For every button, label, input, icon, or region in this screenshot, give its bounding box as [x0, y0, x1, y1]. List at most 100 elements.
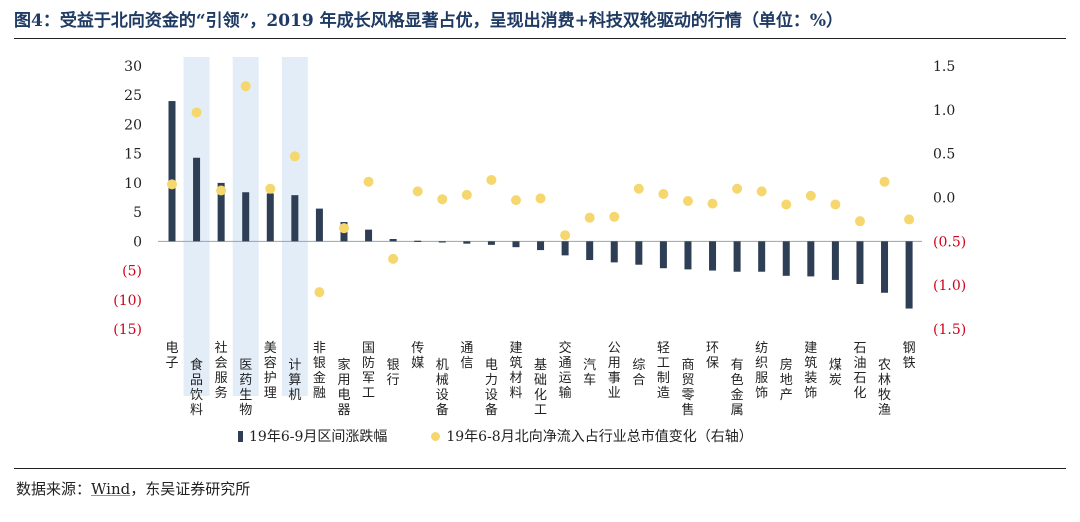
dot: [461, 189, 472, 200]
source-rule: [14, 468, 1066, 469]
bar: [217, 182, 225, 242]
bar: [758, 241, 766, 272]
right-tick-label: 1.0: [933, 103, 955, 119]
dot: [560, 230, 571, 241]
title-rule: [14, 38, 1066, 39]
category-label: 计算机: [288, 358, 301, 403]
bar: [414, 240, 422, 242]
legend-bar-swatch: [238, 430, 243, 442]
bar: [487, 241, 495, 245]
right-axis-ticks: 1.5 1.0 0.5 0.0 (0.5) (1.0) (1.5): [933, 59, 966, 338]
bar: [537, 241, 545, 251]
bar: [659, 241, 667, 269]
dot: [388, 253, 399, 264]
category-label: 通信: [460, 341, 473, 371]
bar: [709, 241, 717, 271]
category-label: 石油石化: [853, 341, 866, 401]
dot: [486, 174, 497, 185]
category-label: 美容护理: [264, 341, 277, 401]
category-label: 国防军工: [362, 341, 375, 401]
bar: [438, 241, 446, 243]
category-label: 商贸零售: [681, 358, 694, 418]
source-link-wind[interactable]: Wind: [91, 480, 131, 498]
figure-title: 图4：受益于北向资金的“引领”，2019 年成长风格显著占优，呈现出消费+科技双…: [14, 11, 844, 31]
dot: [805, 190, 816, 201]
category-label: 传媒: [411, 341, 424, 371]
bar: [635, 241, 643, 265]
bar: [365, 229, 373, 242]
bar: [193, 157, 201, 242]
bar: [512, 241, 520, 248]
legend: 19年6-9月区间涨跌幅 19年6-8月北向净流入占行业总市值变化（右轴）: [238, 426, 753, 446]
bar: [463, 241, 471, 244]
dot: [363, 176, 374, 187]
bar: [315, 208, 323, 242]
dot: [904, 214, 915, 225]
bar: [831, 241, 839, 280]
left-tick-label: (15): [113, 322, 142, 338]
dot: [167, 179, 177, 190]
category-label: 基础化工: [534, 358, 547, 418]
bar: [610, 241, 618, 263]
source-note: 数据来源：Wind，东吴证券研究所: [16, 478, 250, 499]
source-prefix: 数据来源：: [16, 480, 92, 498]
dot: [830, 199, 841, 210]
dot: [437, 194, 448, 205]
dot: [879, 176, 890, 187]
legend-dot-label: 19年6-8月北向净流入占行业总市值变化（右轴）: [446, 429, 753, 445]
bar: [266, 193, 274, 242]
left-tick-label: 5: [133, 205, 142, 221]
category-label: 环保: [706, 341, 719, 371]
left-axis-ticks: 30 25 20 15 10 5 0 (5) (10) (15): [113, 59, 142, 338]
category-label: 家用电器: [337, 357, 350, 418]
category-label: 银行: [387, 358, 400, 388]
category-label: 轻工制造: [657, 341, 670, 401]
dot: [854, 216, 865, 227]
category-label: 非银金融: [313, 341, 326, 401]
category-label: 纺织服饰: [755, 341, 768, 401]
bar: [881, 241, 889, 293]
dot: [633, 183, 644, 194]
dot: [707, 198, 718, 209]
bar: [291, 195, 299, 242]
chart: 30 25 20 15 10 5 0 (5) (10) (15) 1.5 1.0 0.5 0.0 (0.5…: [113, 57, 966, 418]
category-label: 煤炭: [829, 358, 842, 388]
bar: [856, 241, 864, 284]
bar: [905, 241, 913, 309]
source-suffix: ，东吴证券研究所: [130, 480, 251, 498]
category-label: 汽车: [583, 358, 596, 388]
bar: [561, 241, 569, 256]
bar: [807, 241, 815, 277]
category-label: 农林牧渔: [878, 358, 891, 418]
bar: [389, 238, 397, 242]
left-tick-label: 30: [124, 59, 142, 75]
category-label: 建筑材料: [509, 341, 522, 401]
legend-bar-label: 19年6-9月区间涨跌幅: [249, 429, 388, 445]
category-label: 食品饮料: [190, 357, 203, 418]
right-tick-label: (1.0): [933, 278, 966, 294]
category-label: 交通运输: [559, 340, 572, 401]
left-tick-label: 25: [124, 88, 142, 104]
left-tick-label: 0: [133, 234, 142, 250]
dot: [781, 199, 792, 210]
dot: [732, 183, 743, 194]
dot: [314, 287, 325, 298]
bar: [733, 241, 741, 272]
dot: [535, 193, 546, 204]
dot: [609, 211, 620, 222]
left-tick-label: (10): [113, 293, 142, 309]
bar: [782, 241, 790, 276]
dot: [191, 107, 202, 118]
left-tick-label: 10: [124, 176, 142, 192]
dot: [338, 223, 349, 234]
dot: [289, 151, 300, 162]
bar: [684, 241, 692, 270]
left-tick-label: 20: [124, 117, 142, 133]
right-tick-label: (0.5): [933, 234, 966, 250]
category-label: 建筑装饰: [804, 341, 817, 401]
dot: [265, 183, 276, 194]
dot: [682, 196, 693, 207]
right-tick-label: 0.0: [933, 191, 955, 207]
left-tick-label: (5): [122, 264, 142, 280]
